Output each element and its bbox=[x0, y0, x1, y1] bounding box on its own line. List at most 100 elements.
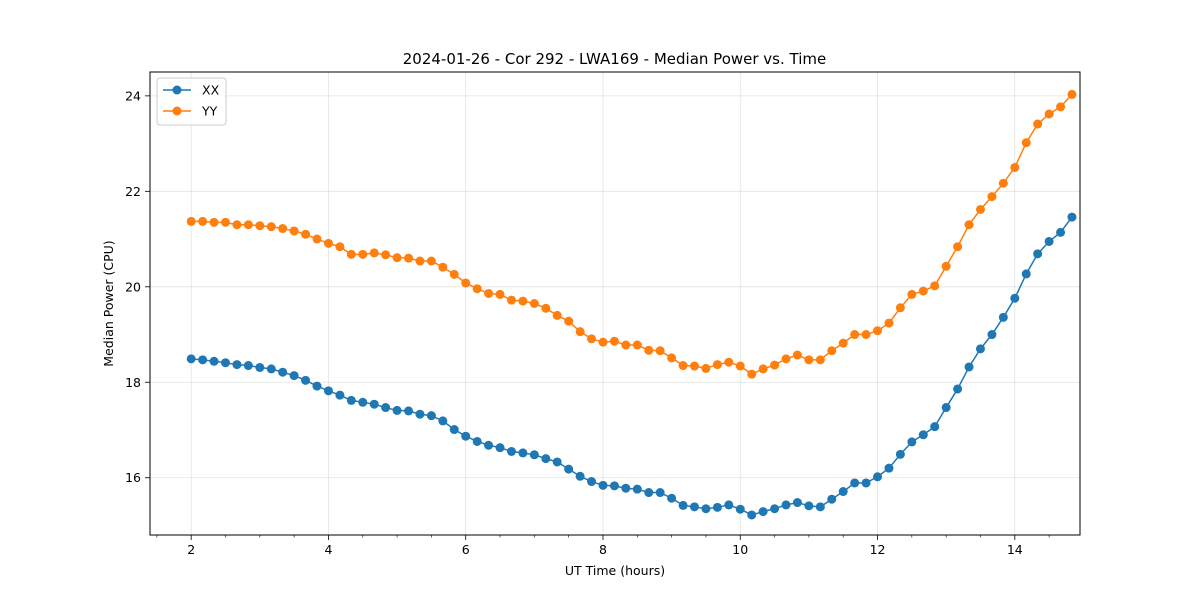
data-point-yy bbox=[449, 269, 459, 279]
y-tick-label: 22 bbox=[125, 184, 141, 199]
data-point-yy bbox=[552, 310, 562, 320]
data-point-xx bbox=[998, 312, 1008, 322]
data-point-xx bbox=[953, 384, 963, 394]
data-point-yy bbox=[335, 242, 345, 252]
data-point-xx bbox=[758, 507, 768, 517]
data-point-yy bbox=[770, 360, 780, 370]
data-point-yy bbox=[861, 330, 871, 340]
data-point-xx bbox=[609, 481, 619, 491]
data-point-yy bbox=[301, 229, 311, 239]
data-point-xx bbox=[278, 367, 288, 377]
data-point-yy bbox=[381, 250, 391, 260]
data-point-yy bbox=[392, 253, 402, 263]
data-point-xx bbox=[323, 386, 333, 396]
data-point-xx bbox=[598, 480, 608, 490]
data-point-xx bbox=[1056, 227, 1066, 237]
data-point-xx bbox=[507, 446, 516, 456]
x-tick-label: 4 bbox=[324, 542, 332, 557]
data-point-xx bbox=[747, 510, 757, 520]
data-point-yy bbox=[873, 326, 883, 336]
data-point-yy bbox=[895, 303, 905, 313]
data-point-yy bbox=[998, 178, 1008, 188]
data-point-yy bbox=[884, 318, 894, 328]
y-tick-label: 18 bbox=[125, 375, 141, 390]
data-point-xx bbox=[678, 500, 688, 510]
data-point-xx bbox=[792, 498, 802, 508]
data-point-xx bbox=[518, 448, 528, 458]
data-point-xx bbox=[232, 360, 242, 370]
data-point-yy bbox=[541, 303, 551, 313]
data-point-yy bbox=[781, 354, 791, 364]
data-point-yy bbox=[221, 217, 230, 227]
data-point-yy bbox=[232, 220, 242, 230]
data-point-yy bbox=[587, 334, 597, 344]
data-point-yy bbox=[850, 330, 860, 340]
data-point-xx bbox=[621, 483, 631, 493]
x-tick-label: 14 bbox=[1007, 542, 1023, 557]
data-point-yy bbox=[461, 278, 471, 288]
data-point-yy bbox=[369, 248, 379, 258]
data-point-yy bbox=[678, 361, 688, 371]
data-point-xx bbox=[587, 477, 597, 487]
data-point-yy bbox=[644, 345, 654, 355]
data-point-yy bbox=[838, 338, 848, 348]
data-point-yy bbox=[827, 346, 837, 356]
y-axis-label: Median Power (CPU) bbox=[101, 240, 116, 366]
data-point-xx bbox=[484, 440, 494, 450]
data-point-yy bbox=[529, 299, 539, 308]
data-point-xx bbox=[438, 416, 448, 426]
data-point-yy bbox=[266, 222, 276, 232]
data-point-yy bbox=[621, 340, 631, 350]
data-point-xx bbox=[392, 405, 402, 415]
data-point-xx bbox=[289, 371, 299, 381]
data-point-yy bbox=[941, 261, 951, 271]
data-point-xx bbox=[472, 436, 482, 446]
legend-label-xx: XX bbox=[202, 83, 220, 98]
data-point-xx bbox=[1067, 212, 1077, 222]
legend-label-yy: YY bbox=[201, 104, 218, 119]
data-point-yy bbox=[758, 364, 768, 374]
data-point-xx bbox=[804, 501, 814, 511]
data-point-xx bbox=[449, 425, 459, 435]
data-point-yy bbox=[1021, 138, 1031, 148]
data-point-xx bbox=[884, 463, 894, 473]
data-point-xx bbox=[346, 395, 356, 405]
data-point-yy bbox=[1010, 162, 1020, 172]
data-point-xx bbox=[689, 502, 699, 512]
data-point-xx bbox=[712, 502, 722, 512]
y-tick-label: 24 bbox=[125, 88, 141, 103]
data-point-xx bbox=[369, 399, 379, 409]
data-point-xx bbox=[198, 355, 208, 365]
y-tick-label: 20 bbox=[125, 279, 141, 294]
data-point-yy bbox=[575, 327, 585, 337]
data-point-xx bbox=[495, 443, 505, 453]
data-point-xx bbox=[186, 354, 196, 364]
data-point-xx bbox=[461, 431, 471, 441]
data-point-xx bbox=[850, 478, 860, 488]
data-point-yy bbox=[472, 284, 482, 294]
data-point-yy bbox=[278, 224, 288, 234]
chart-title: 2024-01-26 - Cor 292 - LWA169 - Median P… bbox=[403, 50, 827, 68]
data-point-yy bbox=[255, 221, 265, 231]
x-tick-label: 6 bbox=[462, 542, 470, 557]
x-tick-label: 10 bbox=[732, 542, 748, 557]
legend-marker-yy bbox=[172, 106, 182, 116]
data-point-xx bbox=[266, 364, 276, 374]
data-point-yy bbox=[323, 238, 333, 248]
data-point-yy bbox=[689, 361, 699, 371]
data-point-yy bbox=[804, 355, 814, 365]
data-point-xx bbox=[552, 457, 562, 467]
y-tick-label: 16 bbox=[125, 470, 141, 485]
data-point-yy bbox=[975, 204, 985, 214]
data-point-xx bbox=[529, 450, 539, 460]
x-tick-label: 12 bbox=[870, 542, 886, 557]
legend-marker-xx bbox=[172, 85, 182, 95]
plot-area-frame bbox=[149, 71, 1081, 536]
data-point-xx bbox=[381, 403, 391, 413]
data-point-xx bbox=[918, 430, 928, 440]
data-point-xx bbox=[770, 504, 780, 514]
data-point-xx bbox=[575, 471, 585, 481]
data-point-xx bbox=[404, 406, 414, 416]
